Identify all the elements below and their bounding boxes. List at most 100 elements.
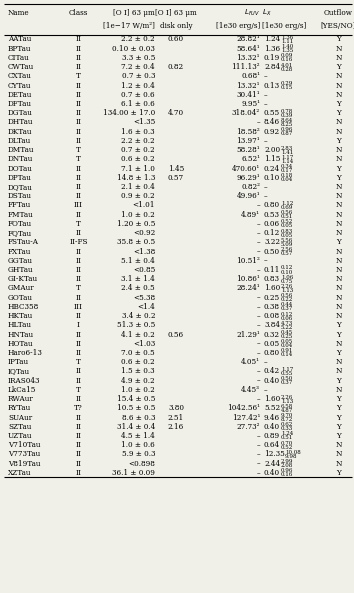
Text: N: N bbox=[335, 247, 342, 256]
Text: II: II bbox=[75, 127, 81, 136]
Text: 96.29¹: 96.29¹ bbox=[236, 174, 260, 182]
Text: Y: Y bbox=[336, 377, 341, 385]
Text: 0.53: 0.53 bbox=[264, 211, 280, 219]
Text: II: II bbox=[75, 183, 81, 191]
Text: 0.52: 0.52 bbox=[281, 219, 293, 224]
Text: T: T bbox=[76, 285, 81, 292]
Text: 0.42: 0.42 bbox=[264, 368, 280, 375]
Text: 0.83: 0.83 bbox=[281, 228, 293, 234]
Text: 0.64: 0.64 bbox=[264, 441, 280, 449]
Text: GOTau: GOTau bbox=[8, 294, 33, 302]
Text: 10.08: 10.08 bbox=[285, 450, 301, 455]
Text: N: N bbox=[335, 340, 342, 347]
Text: 0.39: 0.39 bbox=[281, 113, 293, 118]
Text: –: – bbox=[264, 137, 268, 145]
Text: 1.41: 1.41 bbox=[281, 149, 293, 155]
Text: –: – bbox=[256, 395, 260, 403]
Text: 1.0 ± 0.2: 1.0 ± 0.2 bbox=[121, 386, 155, 394]
Text: 0.80: 0.80 bbox=[264, 202, 280, 209]
Text: 0.50: 0.50 bbox=[264, 247, 280, 256]
Text: 0.7 ± 0.6: 0.7 ± 0.6 bbox=[121, 91, 155, 99]
Text: HKTau: HKTau bbox=[8, 312, 33, 320]
Text: 0.19: 0.19 bbox=[264, 54, 280, 62]
Text: 1.36: 1.36 bbox=[281, 35, 293, 40]
Text: N: N bbox=[335, 183, 342, 191]
Text: Y: Y bbox=[336, 432, 341, 440]
Text: 0.87: 0.87 bbox=[281, 131, 293, 136]
Text: –: – bbox=[256, 303, 260, 311]
Text: HLTau: HLTau bbox=[8, 321, 32, 329]
Text: 1.17: 1.17 bbox=[281, 155, 293, 160]
Text: II: II bbox=[75, 36, 81, 43]
Text: –: – bbox=[256, 238, 260, 246]
Text: –: – bbox=[256, 368, 260, 375]
Text: 0.13: 0.13 bbox=[264, 82, 280, 90]
Text: 1042.56¹: 1042.56¹ bbox=[227, 404, 260, 412]
Text: 2.2 ± 0.2: 2.2 ± 0.2 bbox=[121, 36, 155, 43]
Text: $L_X$: $L_X$ bbox=[262, 8, 272, 18]
Text: N: N bbox=[335, 266, 342, 274]
Text: –: – bbox=[256, 460, 260, 468]
Text: DKTau: DKTau bbox=[8, 127, 33, 136]
Text: 5.52: 5.52 bbox=[264, 404, 280, 412]
Text: 2.2 ± 0.2: 2.2 ± 0.2 bbox=[121, 137, 155, 145]
Text: II: II bbox=[75, 330, 81, 339]
Text: GHTau: GHTau bbox=[8, 266, 34, 274]
Text: disk only: disk only bbox=[160, 22, 192, 30]
Text: V773Tau: V773Tau bbox=[8, 451, 40, 458]
Text: 36.1 ± 0.09: 36.1 ± 0.09 bbox=[112, 469, 155, 477]
Text: 8.6 ± 0.3: 8.6 ± 0.3 bbox=[121, 413, 155, 422]
Text: 2.26: 2.26 bbox=[281, 284, 293, 289]
Text: DPTau: DPTau bbox=[8, 174, 32, 182]
Text: 0.38: 0.38 bbox=[264, 303, 280, 311]
Text: II: II bbox=[75, 340, 81, 347]
Text: [YES/NO]: [YES/NO] bbox=[321, 22, 354, 30]
Text: GI-KTau: GI-KTau bbox=[8, 275, 38, 283]
Text: <0.898: <0.898 bbox=[128, 460, 155, 468]
Text: 0.78: 0.78 bbox=[281, 109, 293, 114]
Text: –: – bbox=[256, 349, 260, 357]
Text: 1.36: 1.36 bbox=[264, 44, 280, 53]
Text: N: N bbox=[335, 312, 342, 320]
Text: UZTau: UZTau bbox=[8, 432, 33, 440]
Text: –: – bbox=[256, 266, 260, 274]
Text: 12.35: 12.35 bbox=[264, 451, 285, 458]
Text: <5.38: <5.38 bbox=[133, 294, 155, 302]
Text: 0.55: 0.55 bbox=[281, 371, 293, 376]
Text: II: II bbox=[75, 469, 81, 477]
Text: HNTau: HNTau bbox=[8, 330, 34, 339]
Text: 0.44: 0.44 bbox=[281, 302, 293, 307]
Text: 1.15: 1.15 bbox=[264, 155, 280, 163]
Text: –: – bbox=[264, 257, 268, 264]
Text: 4.9 ± 0.2: 4.9 ± 0.2 bbox=[121, 377, 155, 385]
Text: T: T bbox=[76, 155, 81, 163]
Text: –: – bbox=[264, 72, 268, 80]
Text: 1.24: 1.24 bbox=[264, 36, 280, 43]
Text: II: II bbox=[75, 349, 81, 357]
Text: 0.12: 0.12 bbox=[281, 311, 293, 317]
Text: RYTau: RYTau bbox=[8, 404, 31, 412]
Text: N: N bbox=[335, 229, 342, 237]
Text: 0.18: 0.18 bbox=[281, 173, 293, 178]
Text: 0.51: 0.51 bbox=[281, 214, 293, 219]
Text: Y: Y bbox=[336, 164, 341, 173]
Text: 1.35: 1.35 bbox=[281, 48, 293, 53]
Text: 0.57: 0.57 bbox=[281, 251, 293, 256]
Text: Y: Y bbox=[336, 137, 341, 145]
Text: 0.32: 0.32 bbox=[264, 330, 280, 339]
Text: II: II bbox=[75, 441, 81, 449]
Text: Class: Class bbox=[69, 9, 88, 17]
Text: 1.40: 1.40 bbox=[281, 44, 293, 49]
Text: N: N bbox=[335, 275, 342, 283]
Text: 2.44: 2.44 bbox=[264, 460, 280, 468]
Text: 9.70: 9.70 bbox=[281, 413, 293, 418]
Text: 0.96: 0.96 bbox=[281, 468, 293, 473]
Text: N: N bbox=[335, 451, 342, 458]
Text: –: – bbox=[264, 91, 268, 99]
Text: Y: Y bbox=[336, 238, 341, 246]
Text: 0.57: 0.57 bbox=[168, 174, 184, 182]
Text: <1.35: <1.35 bbox=[133, 119, 155, 126]
Text: HBC358: HBC358 bbox=[8, 303, 39, 311]
Text: 3.22: 3.22 bbox=[264, 238, 280, 246]
Text: DMTau: DMTau bbox=[8, 146, 34, 154]
